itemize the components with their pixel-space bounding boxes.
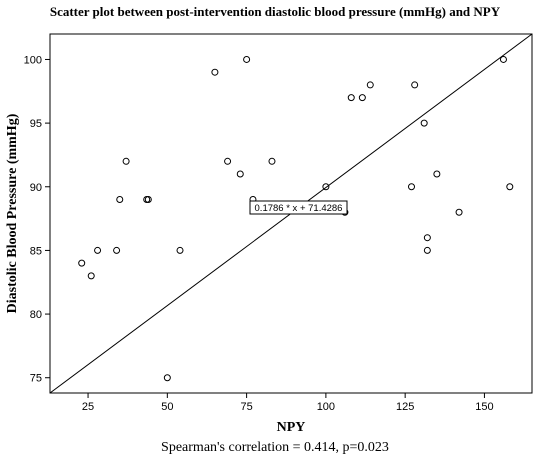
y-tick-label: 90 (30, 182, 42, 194)
y-tick-label: 95 (30, 118, 42, 130)
data-point (322, 183, 330, 191)
data-point (87, 272, 95, 280)
fit-label-box (249, 200, 348, 215)
x-tick-label: 150 (475, 401, 493, 413)
data-point (113, 246, 121, 254)
data-point (423, 246, 431, 254)
y-tick-label: 75 (30, 373, 42, 385)
y-tick-label: 100 (24, 54, 42, 66)
data-point (163, 374, 171, 382)
data-point (236, 170, 244, 178)
axes-layer: 25 50 75 100 125 150 75 80 85 90 95 100 NPY Diastolic… (5, 33, 533, 435)
x-tick-label: 75 (240, 401, 252, 413)
data-point (358, 94, 366, 102)
data-point (506, 183, 514, 191)
data-point (94, 246, 102, 254)
data-point (224, 157, 232, 165)
data-point (420, 119, 428, 127)
data-point (78, 259, 86, 267)
data-point (408, 183, 415, 191)
data-point (423, 234, 431, 242)
data-point (455, 208, 463, 216)
plot-frame (49, 33, 533, 394)
points-layer (78, 55, 514, 382)
fit-line-label: 0.1786 * x + 71.4286 (255, 203, 343, 214)
x-tick-label: 100 (317, 401, 335, 413)
data-point (499, 55, 507, 63)
data-point (116, 195, 124, 203)
y-tick-label: 80 (30, 309, 42, 321)
data-point (144, 195, 152, 203)
data-point (176, 246, 184, 254)
data-point (411, 81, 419, 89)
label-layer: 0.1786 * x + 71.4286 (249, 200, 348, 215)
data-point (268, 157, 276, 165)
y-axis-label: Diastolic Blood Pressure (mmHg) (5, 113, 20, 313)
data-point (122, 157, 130, 165)
data-point (243, 55, 251, 63)
x-axis-label: NPY (277, 420, 306, 435)
chart-title: Scatter plot between post-intervention d… (49, 4, 501, 19)
x-tick-label: 50 (161, 401, 173, 413)
data-point (366, 81, 374, 89)
correlation-annotation: Spearman's correlation = 0.414, p=0.023 (161, 440, 389, 455)
data-point (211, 68, 219, 76)
data-point (433, 170, 441, 178)
x-tick-label: 125 (396, 401, 414, 413)
x-tick-label: 25 (82, 401, 94, 413)
y-tick-label: 85 (30, 245, 42, 257)
data-point (347, 94, 355, 102)
